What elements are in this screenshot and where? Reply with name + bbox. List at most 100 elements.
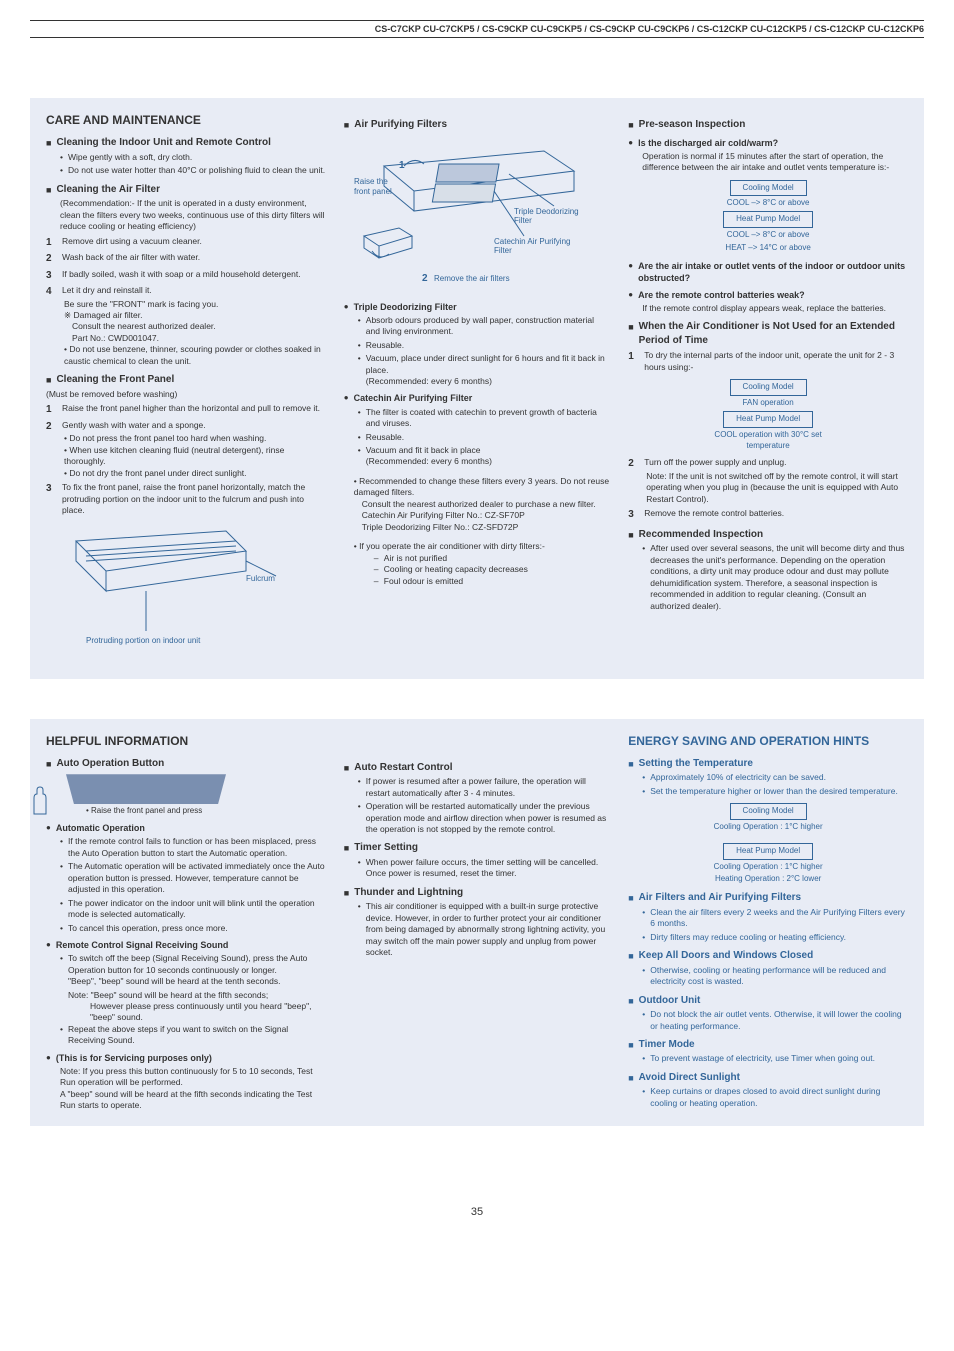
svc-head: (This is for Servicing purposes only): [46, 1052, 326, 1064]
hand-icon: [28, 786, 52, 816]
fan-op: FAN operation: [743, 398, 794, 409]
s3-sub: (Must be removed before washing): [46, 389, 326, 400]
ao1: If the remote control fails to function …: [60, 836, 326, 859]
panel1-title: CARE AND MAINTENANCE: [46, 112, 326, 128]
ext-n2: Turn off the power supply and unplug.: [644, 457, 786, 471]
model-header: CS-C7CKP CU-C7CKP5 / CS-C9CKP CU-C9CKP5 …: [30, 20, 924, 38]
svg-text:Fulcrum: Fulcrum: [246, 574, 275, 583]
rec2: Consult the nearest authorized dealer to…: [354, 499, 596, 509]
rec1: Recommended to change these filters ever…: [354, 476, 609, 497]
s3-n2c: Do not dry the front panel under direct …: [69, 468, 246, 478]
ou-head: Outdoor Unit: [628, 994, 908, 1008]
st1: Approximately 10% of electricity can be …: [642, 772, 908, 783]
q1a: Operation is normal if 15 minutes after …: [628, 151, 908, 174]
sec-air-filter: Cleaning the Air Filter: [46, 183, 326, 197]
ao3: The power indicator on the indoor unit w…: [60, 898, 326, 921]
ts-head: Timer Setting: [344, 841, 610, 855]
ds-head: Avoid Direct Sunlight: [628, 1071, 908, 1085]
q1-head: Is the discharged air cold/warm?: [628, 137, 908, 149]
s1-b2: Do not use water hotter than 40°C or pol…: [60, 165, 326, 176]
heat-model-box3: Heat Pump Model: [723, 843, 813, 860]
sec-purifying-filters: Air Purifying Filters: [344, 118, 610, 132]
svg-text:Catechin Air Purifying: Catechin Air Purifying Filter: [494, 237, 573, 255]
svg-text:Protruding portion on indoor u: Protruding portion on indoor unit: [86, 636, 201, 645]
s2-x2: Part No.: CWD001047.: [46, 333, 326, 344]
q2-head: Are the air intake or outlet vents of th…: [628, 260, 908, 284]
st-head: Setting the Temperature: [628, 757, 908, 771]
triple-b3: Vacuum, place under direct sunlight for …: [358, 353, 610, 387]
panel2-right-title: ENERGY SAVING AND OPERATION HINTS: [628, 733, 908, 749]
sec-front-panel: Cleaning the Front Panel: [46, 373, 326, 387]
rcs3: Repeat the above steps if you want to sw…: [60, 1024, 326, 1047]
sec-preseason: Pre-season Inspection: [628, 118, 908, 132]
catechin-filter-head: Catechin Air Purifying Filter: [344, 392, 610, 404]
raise-press: • Raise the front panel and press: [46, 806, 326, 817]
af1: Clean the air filters every 2 weeks and …: [642, 907, 908, 930]
cool-op: Cooling Operation : 1°C higher: [714, 822, 823, 833]
arc2: Operation will be restarted automaticall…: [358, 801, 610, 835]
s3-n2a: Do not press the front panel too hard wh…: [69, 433, 266, 443]
s2-x: ※ Damaged air filter.: [46, 310, 326, 321]
insp-b1: After used over several seasons, the uni…: [642, 543, 908, 612]
helpful-energy-panel: HELPFUL INFORMATION Auto Operation Butto…: [30, 719, 924, 1126]
care-maintenance-panel: CARE AND MAINTENANCE Cleaning the Indoor…: [30, 98, 924, 679]
cat-b1: The filter is coated with catechin to pr…: [358, 407, 610, 430]
kd1: Otherwise, cooling or heating performanc…: [642, 965, 908, 988]
s2-n2: Wash back of the air filter with water.: [62, 252, 200, 266]
ds1: Keep curtains or drapes closed to avoid …: [642, 1086, 908, 1109]
rcs1: To switch off the beep (Signal Receiving…: [60, 953, 326, 987]
s3-n1: Raise the front panel higher than the ho…: [62, 403, 320, 417]
sec-not-used: When the Air Conditioner is Not Used for…: [628, 320, 908, 347]
s3-n3: To fix the front panel, raise the front …: [62, 482, 326, 516]
ou1: Do not block the air outlet vents. Other…: [642, 1009, 908, 1032]
sec-indoor-remote: Cleaning the Indoor Unit and Remote Cont…: [46, 136, 326, 150]
page-number: 35: [30, 1206, 924, 1218]
triple-filter-head: Triple Deodorizing Filter: [344, 301, 610, 313]
dirty1: Air is not purified: [374, 553, 610, 564]
rec3: Catechin Air Purifying Filter No.: CZ-SF…: [354, 510, 525, 520]
ext-n1: To dry the internal parts of the indoor …: [644, 350, 908, 373]
svg-text:Triple Deodorizing F: Triple Deodorizing Filter: [514, 207, 581, 225]
s2-n1: Remove dirt using a vacuum cleaner.: [62, 236, 202, 250]
cool-range1: COOL –> 8°C or above: [727, 198, 810, 209]
auto-btn-head: Auto Operation Button: [46, 757, 326, 771]
cooling-model-box: Cooling Model: [730, 180, 807, 197]
cool30: COOL operation with 30°C set temperature: [703, 430, 833, 452]
front-panel-diagram: Fulcrum Protruding portion on indoor uni…: [46, 521, 326, 661]
s2-x3: Do not use benzene, thinner, scouring po…: [64, 344, 321, 365]
s1-b1: Wipe gently with a soft, dry cloth.: [60, 152, 326, 163]
dirty3: Foul odour is emitted: [374, 576, 610, 587]
cool-op2: Cooling Operation : 1°C higher: [714, 862, 823, 873]
cat-b2: Reusable.: [358, 432, 610, 443]
s2-x1: Consult the nearest authorized dealer.: [46, 321, 326, 332]
s3-n2: Gently wash with water and a sponge.: [62, 420, 206, 434]
ao2: The Automatic operation will be activate…: [60, 861, 326, 895]
s2-n3: If badly soiled, wash it with soap or a …: [62, 269, 301, 283]
arc-head: Auto Restart Control: [344, 761, 610, 775]
ext-n2a: Note: If the unit is not switched off by…: [628, 471, 908, 505]
heat-op: Heating Operation : 2°C lower: [715, 874, 821, 885]
remote-panel-image: [66, 774, 226, 804]
tl-head: Thunder and Lightning: [344, 886, 610, 900]
svg-text:Remove the air filters: Remove the air filters: [434, 274, 510, 283]
af2: Dirty filters may reduce cooling or heat…: [642, 932, 908, 943]
svc2: A "beep" sound will be heard at the fift…: [46, 1089, 326, 1112]
sec-recommended-insp: Recommended Inspection: [628, 528, 908, 542]
tm-head: Timer Mode: [628, 1038, 908, 1052]
rcs-note2: However please press continuously until …: [46, 1001, 326, 1024]
s2-rec: (Recommendation:- If the unit is operate…: [46, 198, 326, 232]
ts1: When power failure occurs, the timer set…: [358, 857, 610, 880]
dirty2: Cooling or heating capacity decreases: [374, 564, 610, 575]
rcs-head: Remote Control Signal Receiving Sound: [46, 939, 326, 951]
dirty-intro: If you operate the air conditioner with …: [359, 541, 545, 551]
tm1: To prevent wastage of electricity, use T…: [642, 1053, 908, 1064]
heat-range: HEAT –> 14°C or above: [725, 243, 810, 254]
q3a: If the remote control display appears we…: [628, 303, 908, 314]
cool-range2: COOL –> 8°C or above: [727, 230, 810, 241]
svg-text:2: 2: [422, 273, 428, 284]
cat-b3: Vacuum and fit it back in place(Recommen…: [358, 445, 610, 468]
triple-b1: Absorb odours produced by wall paper, co…: [358, 315, 610, 338]
heat-model-box: Heat Pump Model: [723, 211, 813, 228]
s2-n4a: Be sure the "FRONT" mark is facing you.: [46, 299, 326, 310]
svc1: Note: If you press this button continuou…: [46, 1066, 326, 1089]
